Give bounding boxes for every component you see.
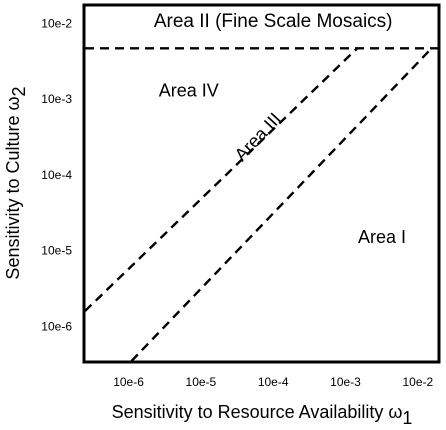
x-tick-labels: 10e-6 10e-5 10e-4 10e-3 10e-2	[113, 375, 433, 389]
y-tick-label: 10e-5	[41, 244, 72, 258]
x-axis-label-text: Sensitivity to Resource Availability ω	[112, 402, 403, 422]
y-axis-label-text: Sensitivity to Culture ω	[3, 96, 23, 279]
y-axis-label: Sensitivity to Culture ω2	[3, 86, 29, 279]
x-tick-label: 10e-4	[258, 375, 289, 389]
annotations: Area II (Fine Scale Mosaics) Area IV Area …	[154, 11, 406, 247]
y-tick-label: 10e-6	[41, 319, 72, 333]
plot-frame	[82, 3, 441, 364]
y-tick-label: 10e-3	[41, 92, 72, 106]
region-label: Area III	[231, 109, 285, 165]
x-axis-label-subscript: 1	[402, 408, 412, 428]
region-label: Area IV	[159, 81, 219, 101]
y-tick-labels: 10e-6 10e-5 10e-4 10e-3 10e-2	[41, 16, 72, 333]
y-axis-label-subscript: 2	[9, 86, 29, 96]
y-tick-label: 10e-2	[41, 16, 72, 30]
x-tick-label: 10e-2	[402, 375, 433, 389]
x-tick-label: 10e-5	[186, 375, 217, 389]
dashed-lines	[84, 47, 438, 362]
x-tick-label: 10e-6	[113, 375, 144, 389]
y-tick-label: 10e-4	[41, 168, 72, 182]
x-axis-label: Sensitivity to Resource Availability ω1	[112, 402, 413, 428]
region-label: Area I	[358, 227, 406, 247]
x-tick-label: 10e-3	[330, 375, 361, 389]
dashed-boundary-line	[130, 47, 433, 362]
region-label: Area II (Fine Scale Mosaics)	[154, 11, 393, 32]
dashed-boundary-line	[84, 47, 359, 312]
